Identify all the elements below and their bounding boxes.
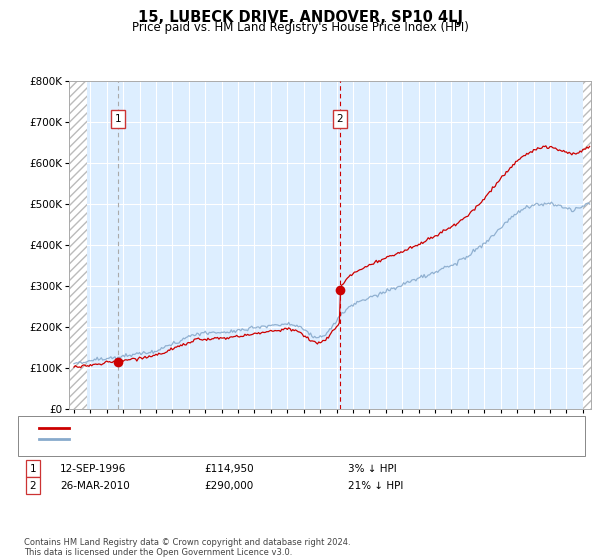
- Text: £114,950: £114,950: [204, 464, 254, 474]
- Bar: [69, 81, 87, 409]
- Text: £290,000: £290,000: [204, 480, 253, 491]
- Text: 3% ↓ HPI: 3% ↓ HPI: [348, 464, 397, 474]
- Text: 26-MAR-2010: 26-MAR-2010: [60, 480, 130, 491]
- Text: 2: 2: [337, 114, 343, 124]
- Text: 15, LUBECK DRIVE, ANDOVER, SP10 4LJ (detached house): 15, LUBECK DRIVE, ANDOVER, SP10 4LJ (det…: [75, 423, 375, 433]
- Text: 15, LUBECK DRIVE, ANDOVER, SP10 4LJ: 15, LUBECK DRIVE, ANDOVER, SP10 4LJ: [137, 10, 463, 25]
- Text: 1: 1: [29, 464, 37, 474]
- Text: 21% ↓ HPI: 21% ↓ HPI: [348, 480, 403, 491]
- Text: Contains HM Land Registry data © Crown copyright and database right 2024.
This d: Contains HM Land Registry data © Crown c…: [24, 538, 350, 557]
- Text: 2: 2: [29, 480, 37, 491]
- Text: HPI: Average price, detached house, Test Valley: HPI: Average price, detached house, Test…: [75, 434, 323, 444]
- Text: 12-SEP-1996: 12-SEP-1996: [60, 464, 127, 474]
- Bar: [583, 81, 591, 409]
- Text: 1: 1: [115, 114, 122, 124]
- Text: Price paid vs. HM Land Registry's House Price Index (HPI): Price paid vs. HM Land Registry's House …: [131, 21, 469, 34]
